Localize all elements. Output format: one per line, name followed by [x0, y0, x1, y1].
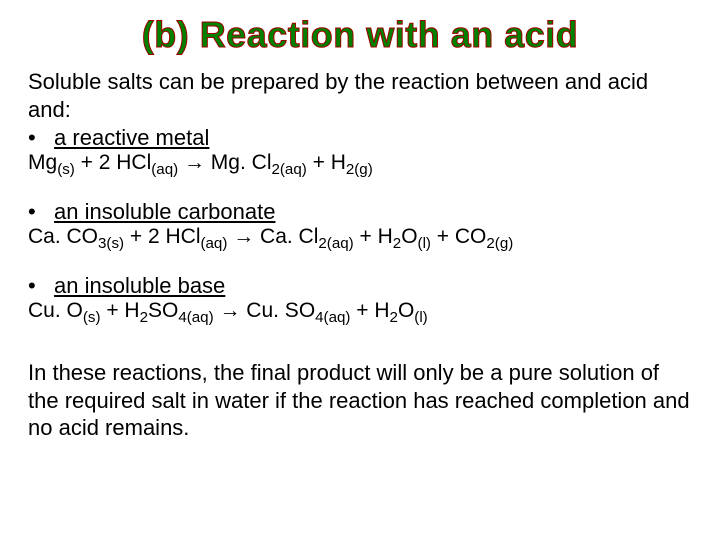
- bullet-2-label: an insoluble carbonate: [54, 199, 275, 224]
- eq3-p1-sub: 4(aq): [315, 309, 350, 326]
- equation-2: Ca. CO3(s) + 2 HCl(aq) → Ca. Cl2(aq) + H…: [28, 225, 692, 249]
- eq2-plus2: + H: [354, 225, 393, 248]
- eq3-r2b-sub: 4(aq): [178, 309, 213, 326]
- bullet-1-label: a reactive metal: [54, 125, 209, 150]
- eq3-r1-sub: (s): [83, 309, 101, 326]
- eq1-plus2: + H: [307, 151, 346, 174]
- eq1-p2-sub: 2(g): [346, 161, 373, 178]
- eq1-r2-sub: (aq): [151, 161, 178, 178]
- eq2-r1: Ca. CO: [28, 225, 98, 248]
- slide-container: (b) Reaction with an acid Soluble salts …: [0, 0, 720, 452]
- footer-text: In these reactions, the final product wi…: [28, 359, 692, 442]
- slide-title: (b) Reaction with an acid: [28, 14, 692, 56]
- eq3-plus1: + H: [100, 299, 139, 322]
- eq3-o: O: [398, 299, 414, 322]
- intro-text: Soluble salts can be prepared by the rea…: [28, 68, 692, 123]
- eq2-p2-sub: 2: [393, 235, 401, 252]
- eq2-r2-sub: (aq): [201, 235, 228, 252]
- eq3-r2-sub: 2: [140, 309, 148, 326]
- equation-3: Cu. O(s) + H2SO4(aq) → Cu. SO4(aq) + H2O…: [28, 299, 692, 323]
- eq1-p1-sub: 2(aq): [271, 161, 306, 178]
- eq3-arrow: → Cu. SO: [214, 299, 316, 322]
- eq1-r1-sub: (s): [57, 161, 75, 178]
- eq3-p2-sub: 2: [390, 309, 398, 326]
- bullet-reactive-metal: • a reactive metal: [28, 125, 692, 151]
- eq3-r1: Cu. O: [28, 299, 83, 322]
- bullet-insoluble-carbonate: • an insoluble carbonate: [28, 199, 692, 225]
- eq3-plus2: + H: [350, 299, 389, 322]
- eq2-p1-sub: 2(aq): [318, 235, 353, 252]
- eq2-plus1: + 2 HCl: [124, 225, 200, 248]
- eq3-r2b: SO: [148, 299, 178, 322]
- eq2-o-sub: (l): [418, 235, 431, 252]
- eq2-o: O: [401, 225, 417, 248]
- eq1-plus1: + 2 HCl: [75, 151, 151, 174]
- eq1-arrow: → Mg. Cl: [178, 151, 271, 174]
- equation-1: Mg(s) + 2 HCl(aq) → Mg. Cl2(aq) + H2(g): [28, 151, 692, 175]
- eq3-o-sub: (l): [414, 309, 427, 326]
- eq2-plus3: + CO: [431, 225, 486, 248]
- eq1-r1: Mg: [28, 151, 57, 174]
- bullet-insoluble-base: • an insoluble base: [28, 273, 692, 299]
- eq2-r1-sub: 3(s): [98, 235, 124, 252]
- bullet-3-label: an insoluble base: [54, 273, 225, 298]
- eq2-arrow: → Ca. Cl: [227, 225, 318, 248]
- eq2-p3-sub: 2(g): [486, 235, 513, 252]
